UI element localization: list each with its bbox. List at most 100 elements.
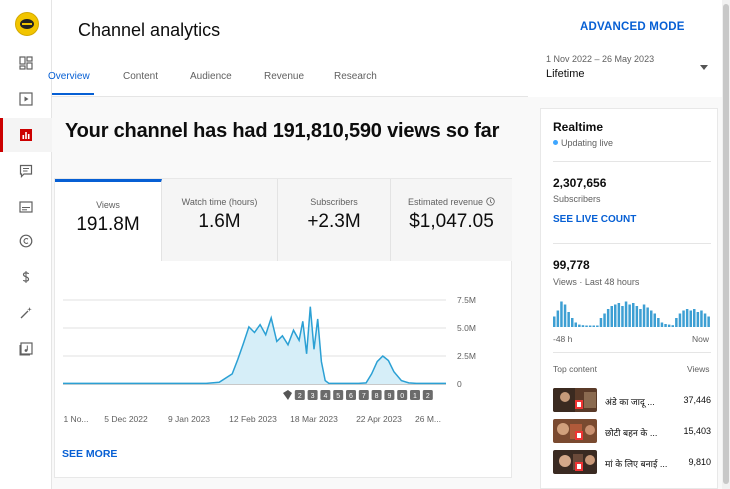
dollar-icon <box>22 271 30 283</box>
video-thumbnail <box>553 450 597 474</box>
realtime-bar <box>628 304 631 327</box>
video-thumbnail <box>553 419 597 443</box>
views-line <box>63 306 446 385</box>
realtime-divider <box>553 161 711 162</box>
top-content-views-header: Views <box>687 364 710 374</box>
realtime-bar <box>653 313 656 327</box>
video-publish-marker <box>397 390 408 400</box>
sidebar-item-comments[interactable] <box>0 154 52 188</box>
metric-watch-time[interactable]: Watch time (hours) 1.6M <box>162 179 278 261</box>
video-thumbnail <box>553 388 597 412</box>
x-tick-label: 9 Jan 2023 <box>168 414 210 424</box>
video-views: 9,810 <box>688 457 711 467</box>
realtime-bar <box>567 312 570 327</box>
video-publish-marker <box>422 390 433 400</box>
realtime-views-count: 99,778 <box>553 258 590 272</box>
metric-subscribers[interactable]: Subscribers +2.3M <box>278 179 391 261</box>
sidebar-item-content[interactable] <box>0 82 52 116</box>
x-tick-label: 18 Mar 2023 <box>290 414 338 424</box>
tab-research[interactable]: Research <box>334 71 377 82</box>
views-area <box>63 306 446 384</box>
realtime-bar <box>592 325 595 327</box>
realtime-bar <box>639 309 642 327</box>
realtime-bar <box>707 316 710 327</box>
metric-label: Subscribers <box>310 197 358 207</box>
realtime-bar <box>588 325 592 327</box>
video-title: अंडे का जादू ... <box>605 397 655 407</box>
top-content-header: Top content <box>553 364 597 374</box>
see-live-count-link[interactable]: SEE LIVE COUNT <box>553 214 637 225</box>
date-range-label[interactable]: Lifetime <box>546 68 585 80</box>
video-publish-marker <box>346 390 356 400</box>
advanced-mode-button[interactable]: ADVANCED MODE <box>580 21 685 33</box>
date-range-text[interactable]: 1 Nov 2022 – 26 May 2023 <box>546 54 655 64</box>
top-content-item[interactable]: अंडे का जादू ... 37,446 <box>553 388 711 412</box>
metric-value: +2.3M <box>307 211 361 232</box>
sidebar-item-subtitles[interactable] <box>0 190 52 224</box>
tab-bar: Overview Content Audience Revenue Resear… <box>48 60 528 96</box>
realtime-bar <box>678 313 682 327</box>
realtime-bar <box>606 309 610 327</box>
video-publish-marker-label: 4 <box>323 393 327 400</box>
sidebar-item-customization[interactable] <box>0 296 52 330</box>
realtime-bar <box>596 325 599 327</box>
realtime-divider <box>553 243 711 244</box>
metric-views[interactable]: Views 191.8M <box>55 179 162 261</box>
realtime-divider <box>553 352 711 353</box>
realtime-bar <box>664 324 667 327</box>
realtime-bar <box>660 322 664 327</box>
subtitles-icon <box>19 201 33 213</box>
analytics-icon <box>20 129 32 141</box>
realtime-bar <box>700 310 703 327</box>
realtime-bar <box>650 310 653 327</box>
video-publish-marker <box>333 390 344 400</box>
realtime-bar <box>610 306 613 327</box>
x-tick-label: 22 Apr 2023 <box>356 414 402 424</box>
realtime-bar <box>671 325 674 327</box>
date-dropdown-caret-icon[interactable] <box>700 65 708 70</box>
channel-avatar[interactable] <box>15 12 39 36</box>
realtime-bar <box>642 304 646 327</box>
x-tick-label: 1 No... <box>63 414 88 424</box>
video-publish-marker-label: 3 <box>311 393 315 400</box>
sidebar-item-audio-library[interactable] <box>0 332 52 366</box>
top-content-item[interactable]: मां के लिए बनाई ... 9,810 <box>553 450 711 474</box>
metric-revenue[interactable]: Estimated revenue $1,047.05 <box>391 179 512 261</box>
tab-audience[interactable]: Audience <box>190 71 232 82</box>
realtime-bar <box>703 313 707 327</box>
realtime-bar <box>635 306 639 327</box>
realtime-bar <box>682 310 685 327</box>
see-more-button[interactable]: SEE MORE <box>62 448 118 460</box>
realtime-bar <box>689 310 692 327</box>
info-icon[interactable] <box>486 197 495 206</box>
video-publish-marker <box>294 390 305 400</box>
sidebar-item-dashboard[interactable] <box>0 46 52 80</box>
views-chart[interactable]: 7.5M 5.0M 2.5M 0 2 3 4 5 6 7 8 9 0 1 2 1 No... 5 Dec 202… <box>0 0 528 489</box>
realtime-bar <box>603 313 606 327</box>
audio-library-icon <box>19 342 33 356</box>
realtime-bar <box>585 325 588 327</box>
page-scrollbar-thumb[interactable] <box>723 4 729 484</box>
sidebar-item-copyright[interactable] <box>0 224 52 258</box>
video-publish-marker <box>384 390 395 400</box>
metric-label: Views <box>96 200 120 210</box>
realtime-bar <box>617 303 621 327</box>
video-publish-marker-label: 8 <box>375 393 379 400</box>
realtime-bar <box>675 318 678 327</box>
tab-overview[interactable]: Overview <box>48 71 90 82</box>
video-publish-marker <box>358 390 369 400</box>
realtime-bar <box>553 316 556 327</box>
channel-logo-icon <box>20 19 34 29</box>
video-views: 37,446 <box>683 395 711 405</box>
tab-revenue[interactable]: Revenue <box>264 71 305 82</box>
realtime-bar <box>614 304 617 327</box>
video-publish-marker-label: 2 <box>298 393 302 400</box>
sidebar-item-analytics[interactable] <box>0 118 52 152</box>
video-publish-marker <box>371 390 382 400</box>
tab-content[interactable]: Content <box>123 71 159 82</box>
top-content-item[interactable]: छोटी बहन के ... 15,403 <box>553 419 711 443</box>
y-tick-label: 2.5M <box>457 351 476 361</box>
realtime-subscriber-count: 2,307,656 <box>553 176 607 190</box>
sidebar-item-earn[interactable] <box>0 260 52 294</box>
